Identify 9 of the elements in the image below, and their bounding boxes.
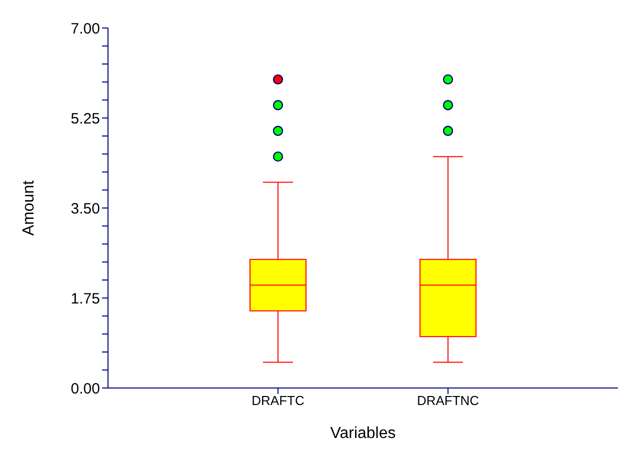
y-tick-label: 5.25: [70, 110, 100, 128]
x-tick-label: DRAFTNC: [416, 393, 480, 408]
x-axis-title: Variables: [330, 425, 396, 442]
y-tick-label: 0.00: [70, 380, 100, 398]
y-tick-label: 3.50: [70, 200, 100, 218]
y-tick-label: 7.00: [70, 20, 100, 38]
y-axis-title: Amount: [20, 180, 38, 236]
x-tick-label: DRAFTC: [252, 393, 304, 408]
y-tick-label: 1.75: [70, 290, 100, 308]
